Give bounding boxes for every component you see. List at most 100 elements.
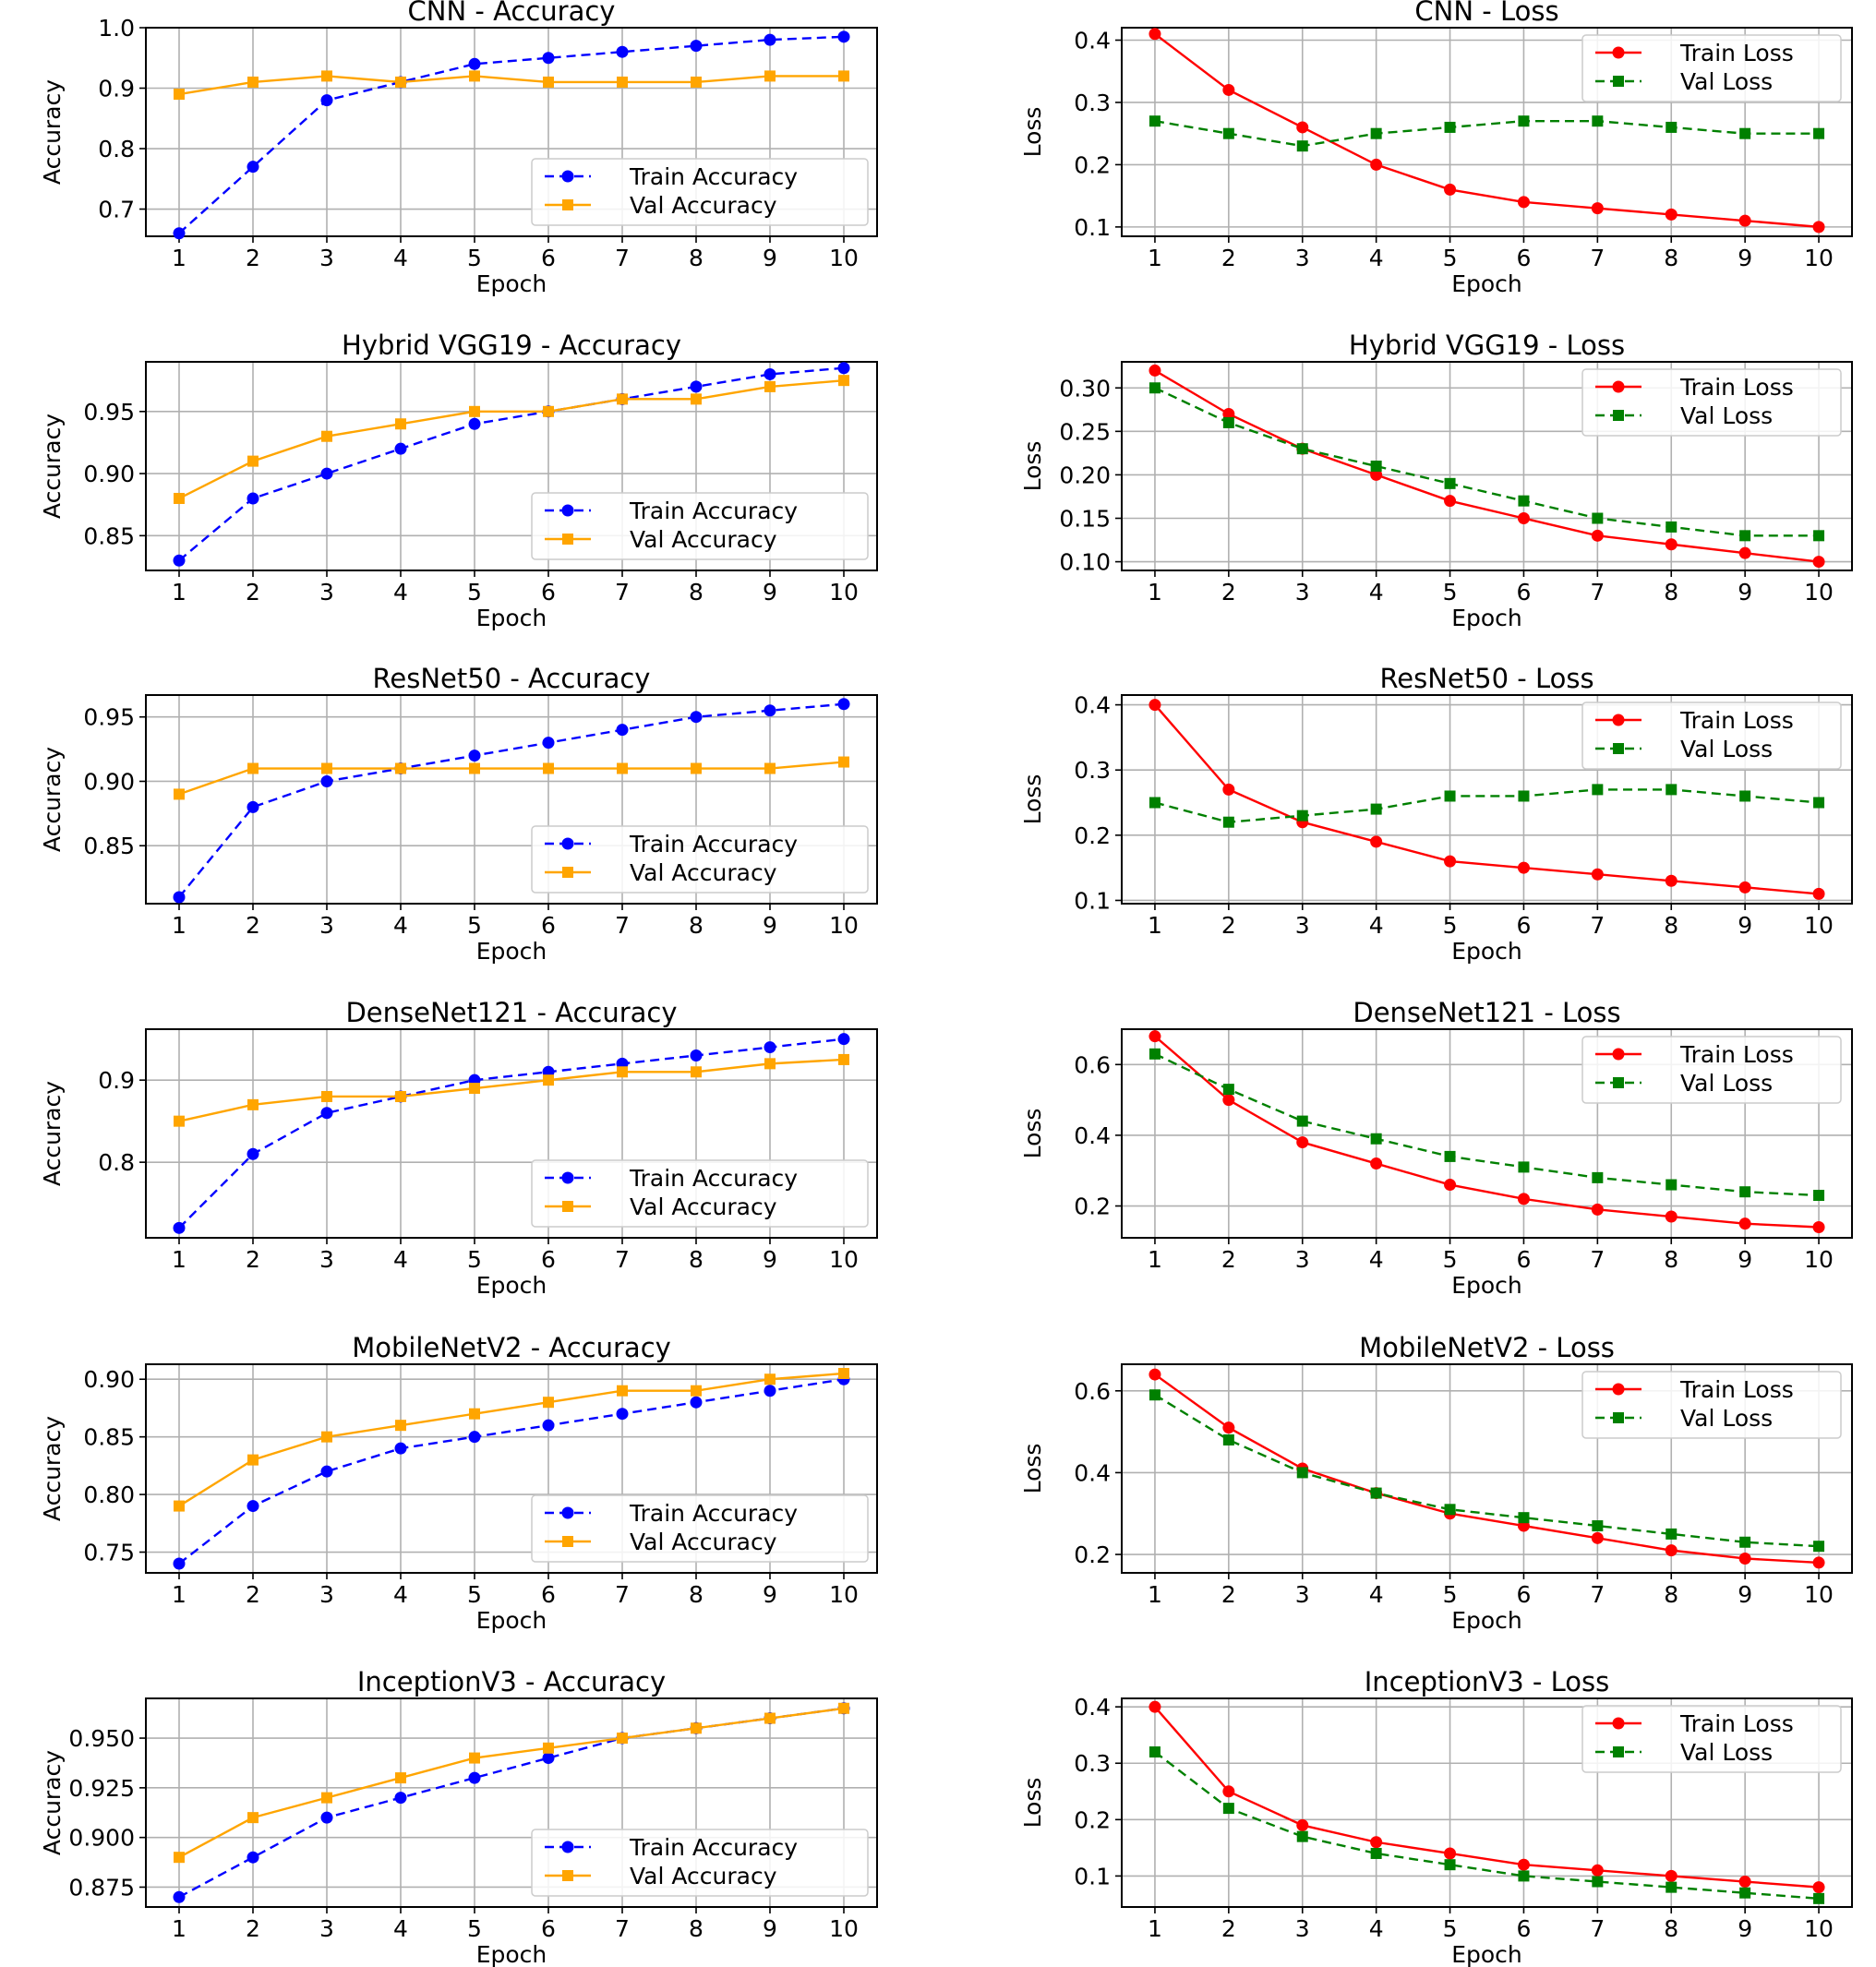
y-tick-label: 0.1 — [1074, 887, 1111, 914]
legend-label: Train Loss — [1679, 707, 1794, 734]
series-line-val — [1154, 387, 1820, 537]
x-tick-label: 7 — [615, 1246, 630, 1273]
data-point — [543, 76, 554, 88]
series-line-val — [178, 75, 844, 96]
data-point — [542, 1752, 555, 1765]
data-point — [1665, 208, 1678, 221]
data-point — [1665, 1544, 1678, 1557]
x-tick-label: 10 — [1804, 579, 1834, 606]
x-tick-label: 7 — [615, 912, 630, 939]
legend-marker — [1612, 380, 1625, 393]
x-tick-label: 2 — [1221, 579, 1236, 606]
y-tick-label: 0.6 — [1074, 1378, 1111, 1405]
x-tick-label: 5 — [467, 1915, 482, 1942]
data-point — [1666, 1528, 1678, 1540]
plot-frame — [145, 361, 878, 571]
series-line-val — [1154, 1052, 1820, 1197]
data-point — [1370, 468, 1383, 481]
x-tick-label: 9 — [763, 579, 777, 606]
chart-title: MobileNetV2 - Accuracy — [352, 1332, 671, 1363]
data-point — [1812, 1556, 1825, 1569]
x-tick-label: 8 — [1664, 1246, 1678, 1273]
data-point — [1517, 196, 1530, 209]
x-tick-label: 9 — [1738, 579, 1752, 606]
data-point — [394, 1792, 407, 1805]
y-tick-label: 0.4 — [1074, 1694, 1111, 1721]
data-point — [1296, 443, 1308, 455]
data-point — [543, 762, 554, 774]
y-tick-label: 0.2 — [1074, 1806, 1111, 1833]
legend-label: Val Loss — [1680, 402, 1773, 429]
legend-marker — [561, 837, 574, 850]
data-point — [1444, 855, 1457, 868]
data-point — [542, 52, 555, 65]
legend-label: Val Accuracy — [630, 526, 777, 553]
data-point — [247, 161, 259, 174]
y-axis-label: Loss — [1019, 441, 1046, 492]
plot-frame — [145, 1028, 878, 1239]
data-point — [1370, 127, 1382, 139]
data-point — [469, 405, 480, 417]
data-point — [247, 1454, 259, 1466]
y-tick-label: 0.85 — [83, 1424, 135, 1451]
data-point — [838, 375, 849, 387]
x-tick-label: 1 — [172, 245, 186, 271]
data-point — [469, 70, 480, 82]
legend-label: Val Loss — [1680, 1739, 1773, 1766]
legend-marker — [1613, 1077, 1624, 1088]
data-point — [469, 1752, 480, 1764]
chart-panel-5: ResNet50 - Accuracy 1 2 3 4 5 6 7 8 9 10 0.85 0.90 0.… — [39, 663, 878, 965]
data-point — [1296, 1467, 1308, 1479]
legend-box — [1581, 1036, 1842, 1104]
data-point — [617, 1066, 628, 1078]
data-point — [320, 467, 333, 480]
data-point — [616, 1408, 629, 1421]
x-tick-label: 1 — [1148, 1581, 1162, 1608]
data-point — [764, 380, 776, 392]
chart-title: InceptionV3 - Loss — [1365, 1666, 1609, 1697]
x-tick-label: 8 — [689, 245, 704, 271]
data-point — [1813, 1892, 1825, 1904]
legend-label: Val Loss — [1680, 68, 1773, 95]
data-point — [691, 1722, 702, 1734]
x-tick-label: 3 — [1295, 1246, 1310, 1273]
y-axis-label: Accuracy — [39, 1750, 66, 1855]
data-point — [1592, 1171, 1604, 1183]
x-tick-label: 2 — [246, 245, 260, 271]
legend-box — [531, 1494, 869, 1563]
x-tick-label: 10 — [1804, 1246, 1834, 1273]
data-point — [1738, 881, 1751, 894]
legend-marker — [562, 1870, 573, 1881]
series-line-val — [1154, 1751, 1820, 1901]
plot-frame — [1121, 694, 1853, 905]
data-point — [320, 1465, 333, 1478]
data-point — [1296, 1830, 1308, 1842]
x-tick-label: 2 — [246, 579, 260, 606]
x-tick-label: 5 — [467, 579, 482, 606]
data-point — [173, 1890, 186, 1903]
y-tick-label: 0.90 — [83, 1366, 135, 1393]
data-point — [1666, 121, 1678, 133]
x-tick-label: 8 — [1664, 245, 1678, 271]
legend-box — [531, 492, 869, 560]
y-tick-label: 0.875 — [68, 1874, 135, 1901]
y-tick-label: 0.2 — [1074, 1193, 1111, 1220]
y-tick-label: 0.30 — [1059, 375, 1111, 402]
data-point — [838, 756, 849, 768]
x-tick-label: 10 — [1804, 1581, 1834, 1608]
data-point — [1222, 408, 1235, 420]
legend-label: Train Accuracy — [629, 163, 798, 190]
legend-box — [531, 1159, 869, 1228]
data-point — [1370, 158, 1383, 171]
series-line-train — [178, 366, 845, 562]
legend-marker — [1613, 743, 1624, 754]
y-tick-label: 0.15 — [1059, 506, 1111, 533]
legend-marker — [561, 1506, 574, 1519]
data-point — [321, 1792, 332, 1804]
data-point — [690, 380, 703, 393]
data-point — [395, 762, 406, 774]
legend-label: Train Accuracy — [629, 498, 798, 524]
legend-marker — [1612, 1383, 1625, 1396]
